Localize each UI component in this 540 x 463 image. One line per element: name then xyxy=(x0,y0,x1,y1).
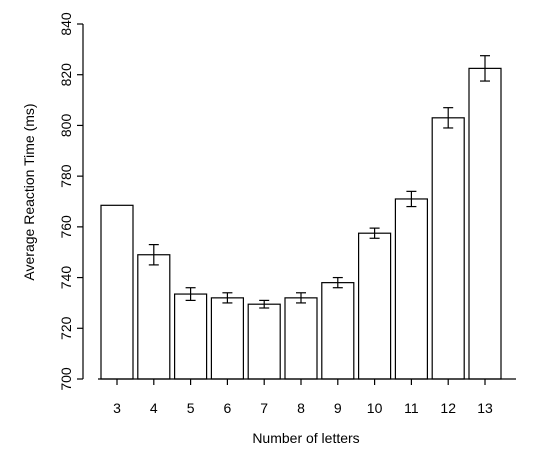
x-tick-label: 11 xyxy=(404,400,419,416)
x-tick-label: 13 xyxy=(477,400,493,416)
x-tick-label: 7 xyxy=(260,400,268,416)
x-tick-label: 10 xyxy=(367,400,383,416)
error-bar-8 xyxy=(296,292,306,304)
x-tick-label: 4 xyxy=(150,400,158,416)
bar-6 xyxy=(210,297,244,380)
x-tick-label: 8 xyxy=(297,400,305,416)
y-tick-label: 740 xyxy=(58,266,74,290)
bar-7 xyxy=(247,303,281,380)
error-bar-12 xyxy=(443,107,454,129)
error-bar-5 xyxy=(185,287,196,301)
x-tick-label: 12 xyxy=(440,400,456,416)
y-tick-label: 820 xyxy=(58,63,74,87)
y-tick-label: 800 xyxy=(58,114,74,138)
plot-area xyxy=(100,55,502,380)
y-tick-label: 760 xyxy=(58,215,74,239)
x-tick-label: 9 xyxy=(334,400,342,416)
bar-5 xyxy=(174,293,208,380)
bar-13 xyxy=(468,67,502,380)
error-bar-7 xyxy=(259,299,270,309)
bar-9 xyxy=(321,282,355,380)
y-axis-title: Average Reaction Time (ms) xyxy=(21,103,37,280)
bar-12 xyxy=(431,117,465,380)
y-tick-label: 700 xyxy=(58,367,74,391)
y-tick-label: 780 xyxy=(58,164,74,188)
axes: 700 720 740 760 780 800 820 840 3 4 5 6 7 8 9 10 11 12 13 xyxy=(58,12,516,416)
error-bar-9 xyxy=(332,276,343,289)
x-tick-label: 5 xyxy=(187,400,195,416)
error-bar-11 xyxy=(406,190,417,208)
error-bar-4 xyxy=(148,244,159,266)
y-tick-label: 720 xyxy=(58,316,74,340)
bar-3 xyxy=(100,204,134,380)
x-tick-label: 3 xyxy=(113,400,121,416)
error-bar-13 xyxy=(480,55,490,82)
bar-10 xyxy=(358,232,392,380)
x-axis-title: Number of letters xyxy=(252,430,359,446)
bar-8 xyxy=(284,297,318,380)
error-bar-6 xyxy=(222,292,233,304)
bar-4 xyxy=(137,254,171,380)
error-bar-10 xyxy=(369,227,380,239)
x-tick-label: 6 xyxy=(224,400,232,416)
bar-11 xyxy=(394,198,428,380)
y-tick-label: 840 xyxy=(58,12,74,36)
